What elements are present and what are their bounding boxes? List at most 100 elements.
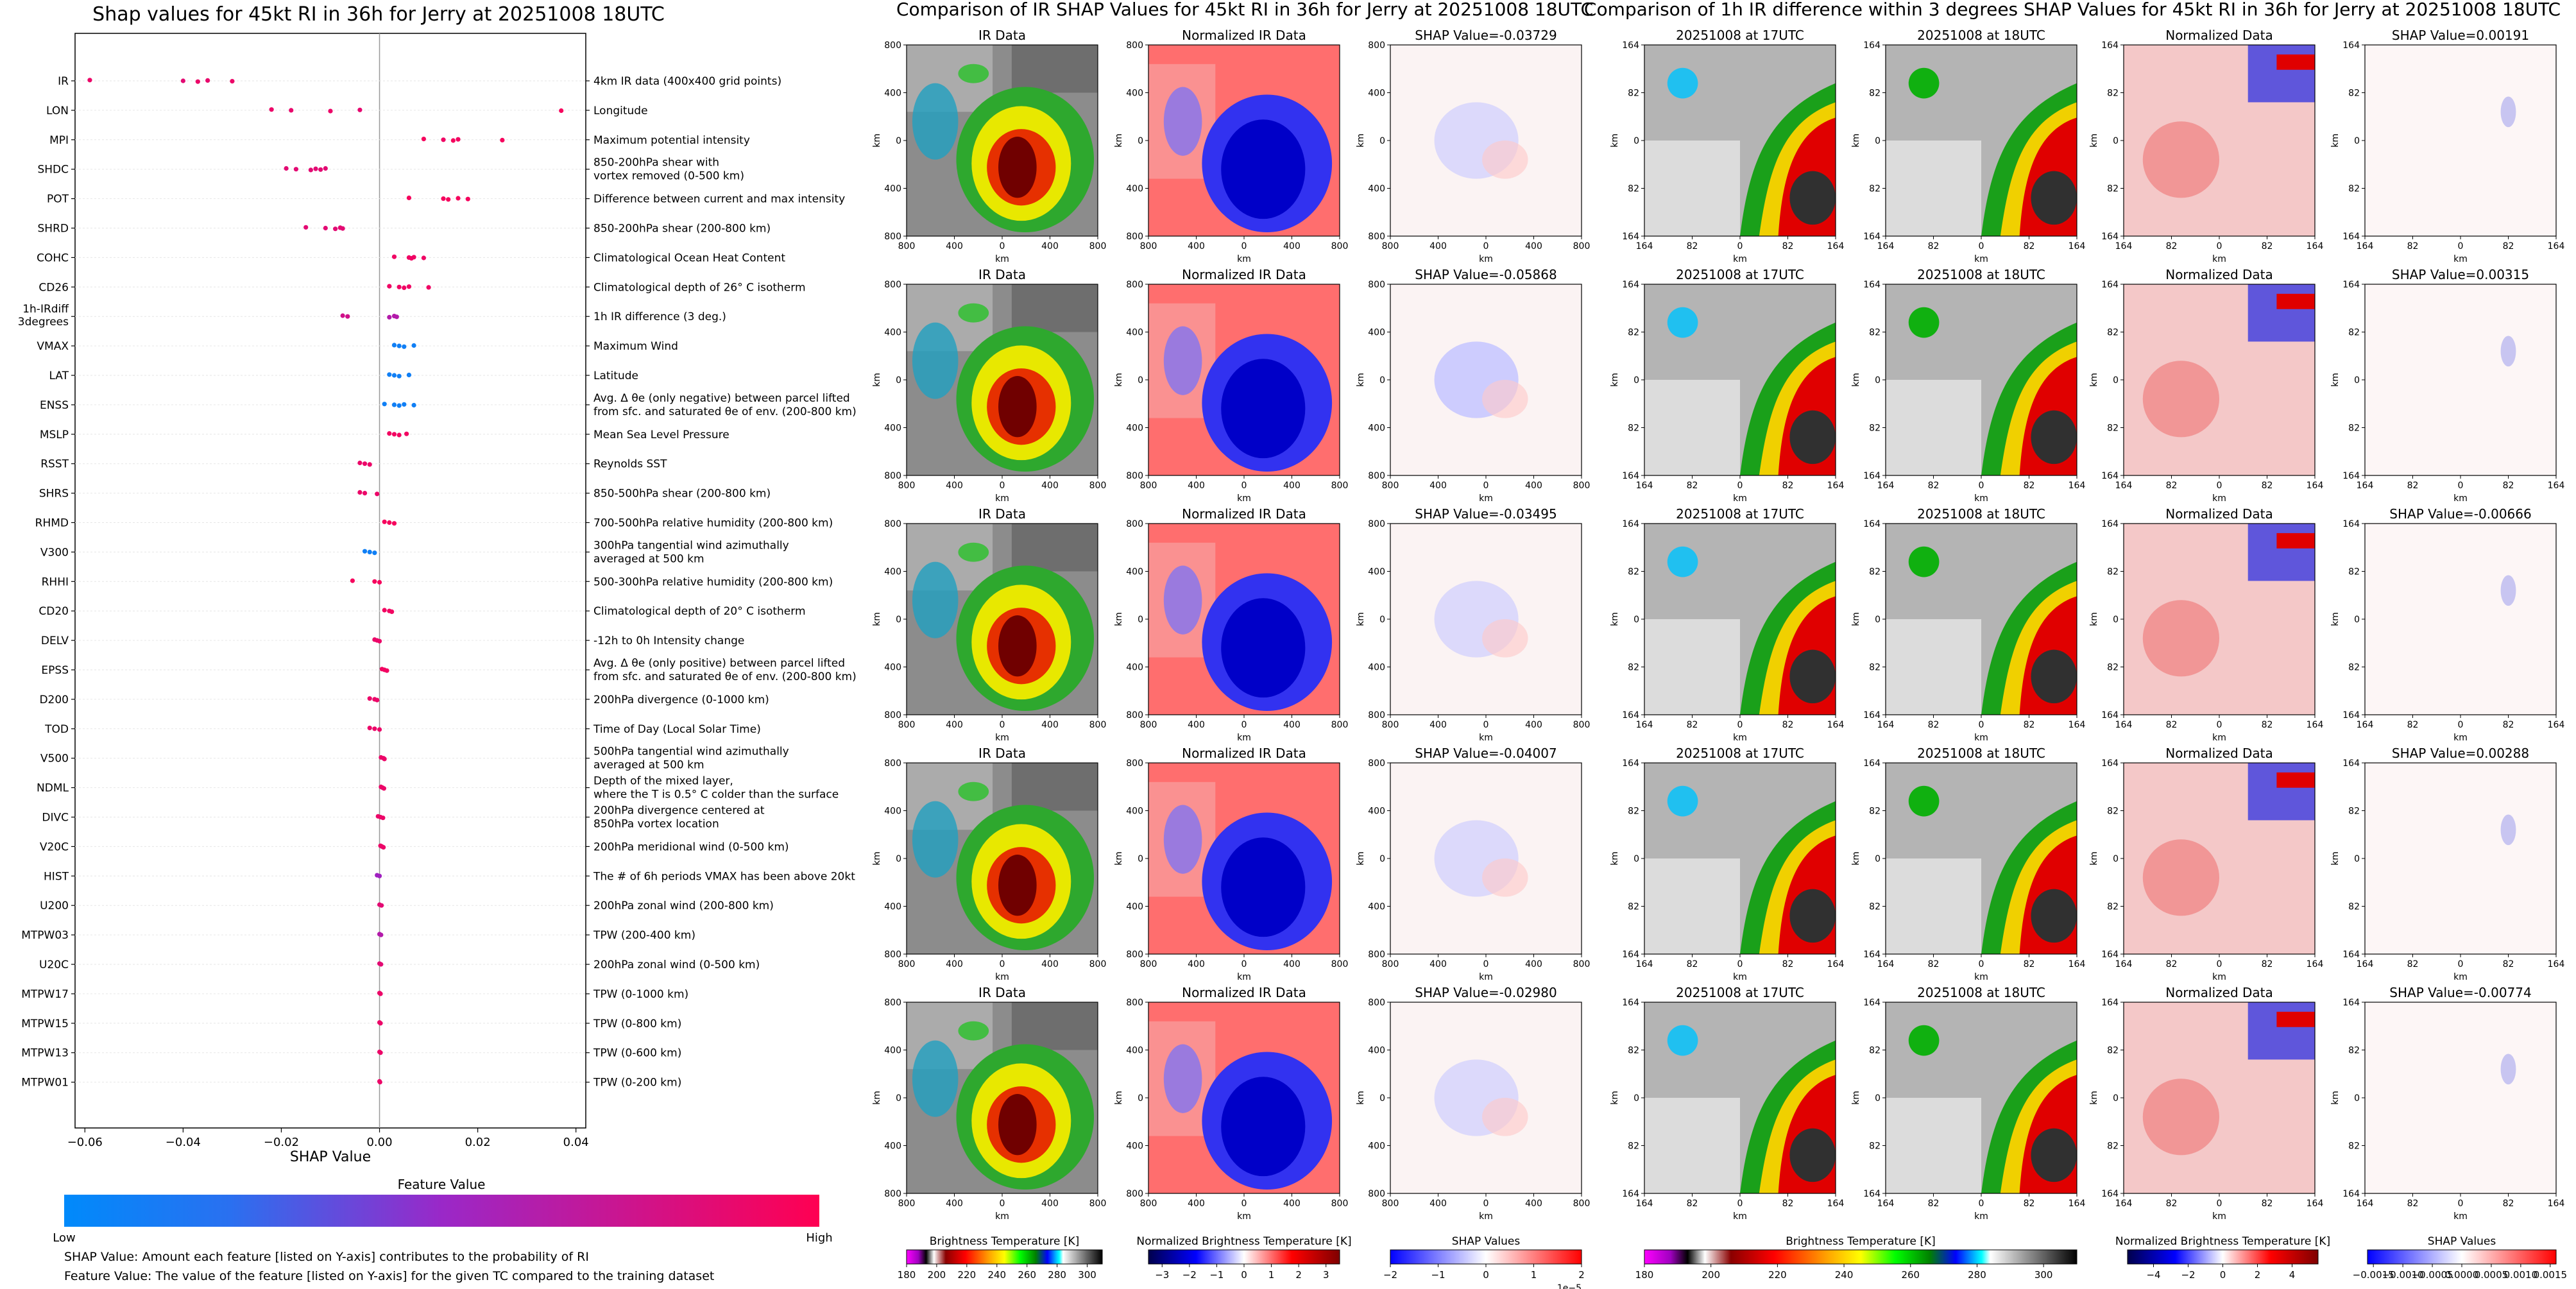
panel-title: SHAP Value=-0.03495 <box>1415 506 1557 522</box>
panel-y-tick-label: 0 <box>2354 375 2360 386</box>
ir-zoom-cell <box>1667 67 1698 99</box>
panel-x-label: km <box>1974 254 1988 264</box>
panel-x-label: km <box>1733 972 1747 982</box>
colorbar-tick-label: 0.0015 <box>2534 1269 2568 1281</box>
feature-description-line: 850-200hPa shear with <box>593 157 719 169</box>
shap-point <box>362 491 368 496</box>
panel-x-tick-label: 82 <box>2024 481 2035 491</box>
note-shap-value: SHAP Value: Amount each feature [listed … <box>64 1250 589 1264</box>
panel-x-tick-label: 400 <box>946 1199 963 1209</box>
panel-x-tick-label: 164 <box>1877 241 1895 252</box>
panel-x-tick-label: 82 <box>2166 720 2178 730</box>
panel-x-tick-label: 82 <box>2503 959 2514 969</box>
panel-x-tick-label: 164 <box>2307 241 2324 252</box>
panel-x-tick-label: 82 <box>2262 1199 2273 1209</box>
feature-description-line: from sfc. and saturated θe of env. (200-… <box>593 670 857 683</box>
panel-y-label: km <box>872 612 882 626</box>
panel-x-tick-label: 400 <box>946 959 963 969</box>
feature-description-line: TPW (0-1000 km) <box>593 988 688 1001</box>
panel-y-tick-label: 800 <box>1126 280 1143 290</box>
feature-name: DIVC <box>42 812 69 824</box>
panel-x-tick-label: 400 <box>1041 959 1059 969</box>
panel-y-tick-label: 0 <box>896 136 901 146</box>
panel-x-label: km <box>2212 254 2226 264</box>
feature-description-line: Time of Day (Local Solar Time) <box>593 723 761 736</box>
feature-name: ENSS <box>40 399 69 412</box>
shap-point <box>380 815 386 821</box>
shap-point <box>387 314 392 320</box>
shap-point <box>284 166 289 171</box>
panel-x-tick-label: 0 <box>1979 720 1984 730</box>
colorbar-bar <box>1390 1249 1582 1265</box>
shap-point <box>394 314 399 320</box>
panel-y-tick-label: 0 <box>2113 854 2119 864</box>
panel-y-tick-label: 164 <box>1863 1189 1881 1199</box>
panel-x-tick-label: 400 <box>1283 481 1301 491</box>
feature-description-line: Avg. Δ θe (only negative) between parcel… <box>593 392 850 405</box>
colorbar-tick-label: −4 <box>2146 1269 2160 1281</box>
feature-name: SHRS <box>39 488 69 500</box>
panel-x-tick-label: 0 <box>1737 481 1743 491</box>
ir-zoom-light <box>1886 619 1981 715</box>
feature-description-line: Depth of the mixed layer, <box>593 775 733 788</box>
panel-x-tick-label: 400 <box>1429 720 1447 730</box>
panel-x-tick-label: 82 <box>2503 241 2514 252</box>
feature-description-line: TPW (0-600 km) <box>593 1047 681 1060</box>
panel-y-tick-label: 400 <box>1126 1046 1143 1056</box>
shap-point <box>378 1050 383 1055</box>
panel-x-tick-label: 82 <box>1928 481 1940 491</box>
panel-y-tick-label: 400 <box>884 423 901 434</box>
panel-y-tick-label: 0 <box>2354 1093 2360 1104</box>
shap-point <box>450 138 456 143</box>
panel-x-tick-label: 0 <box>1000 1199 1005 1209</box>
panel-title: 20251008 at 17UTC <box>1676 28 1804 43</box>
feature-value-high: High <box>806 1231 832 1245</box>
colorbar-tick-label: −1 <box>1431 1269 1445 1281</box>
panel-x-tick-label: 400 <box>1525 481 1542 491</box>
feature-description-line: from sfc. and saturated θe of env. (200-… <box>593 405 857 418</box>
panel-title: SHAP Value=0.00315 <box>2392 267 2529 282</box>
panel-y-tick-label: 0 <box>2354 854 2360 864</box>
panel-x-tick-label: 400 <box>1429 1199 1447 1209</box>
panel-x-label: km <box>1974 733 1988 743</box>
colorbar-bar <box>1148 1249 1340 1265</box>
feature-description-line: 200hPa divergence centered at <box>593 805 765 817</box>
panel-y-tick-label: 400 <box>884 663 901 673</box>
panel-title: SHAP Value=-0.00666 <box>2389 506 2531 522</box>
panel-y-tick-label: 0 <box>1633 854 1639 864</box>
panel-x-tick-label: 0 <box>1000 720 1005 730</box>
panel-title: SHAP Value=-0.05868 <box>1415 267 1557 282</box>
ir-core <box>998 615 1037 677</box>
panel-x-tick-label: 82 <box>1928 959 1940 969</box>
panel-y-tick-label: 82 <box>2107 423 2119 434</box>
panel-y-tick-label: 82 <box>1869 328 1881 338</box>
colorbar-tick-label: −0.0005 <box>2412 1269 2453 1281</box>
panel-x-label: km <box>2212 972 2226 982</box>
panel-x-tick-label: 400 <box>1188 720 1205 730</box>
panel-x-tick-label: 164 <box>1636 241 1653 252</box>
panel-x-label: km <box>2453 1211 2468 1222</box>
ir-zoom-eye <box>2031 410 2077 465</box>
panel-x-label: km <box>1479 254 1493 264</box>
panel-x-tick-label: 164 <box>2548 959 2565 969</box>
panel-x-tick-label: 800 <box>1140 720 1157 730</box>
panel-y-tick-label: 800 <box>884 950 901 960</box>
shap-positive <box>1482 858 1528 897</box>
panel-y-tick-label: 800 <box>1368 40 1385 51</box>
feature-description: 200hPa divergence centered at 850hPa vort… <box>593 805 765 831</box>
ir-zoom-cell <box>1908 67 1940 99</box>
panel-y-tick-label: 0 <box>1138 375 1143 386</box>
panel-x-tick-label: 800 <box>898 959 916 969</box>
panel-y-tick-label: 800 <box>884 758 901 769</box>
feature-description: -12h to 0h Intensity change <box>593 635 744 647</box>
panel-y-tick-label: 400 <box>1368 184 1385 194</box>
panel-y-label: km <box>1356 851 1366 866</box>
shap-point <box>411 343 416 348</box>
ir-zoom-cell <box>1667 546 1698 577</box>
panel-x-tick-label: 164 <box>2357 241 2374 252</box>
colorbar-tick-label: −2 <box>1182 1269 1197 1281</box>
panel-y-tick-label: 82 <box>1628 663 1639 673</box>
panel-y-label: km <box>1610 851 1620 866</box>
